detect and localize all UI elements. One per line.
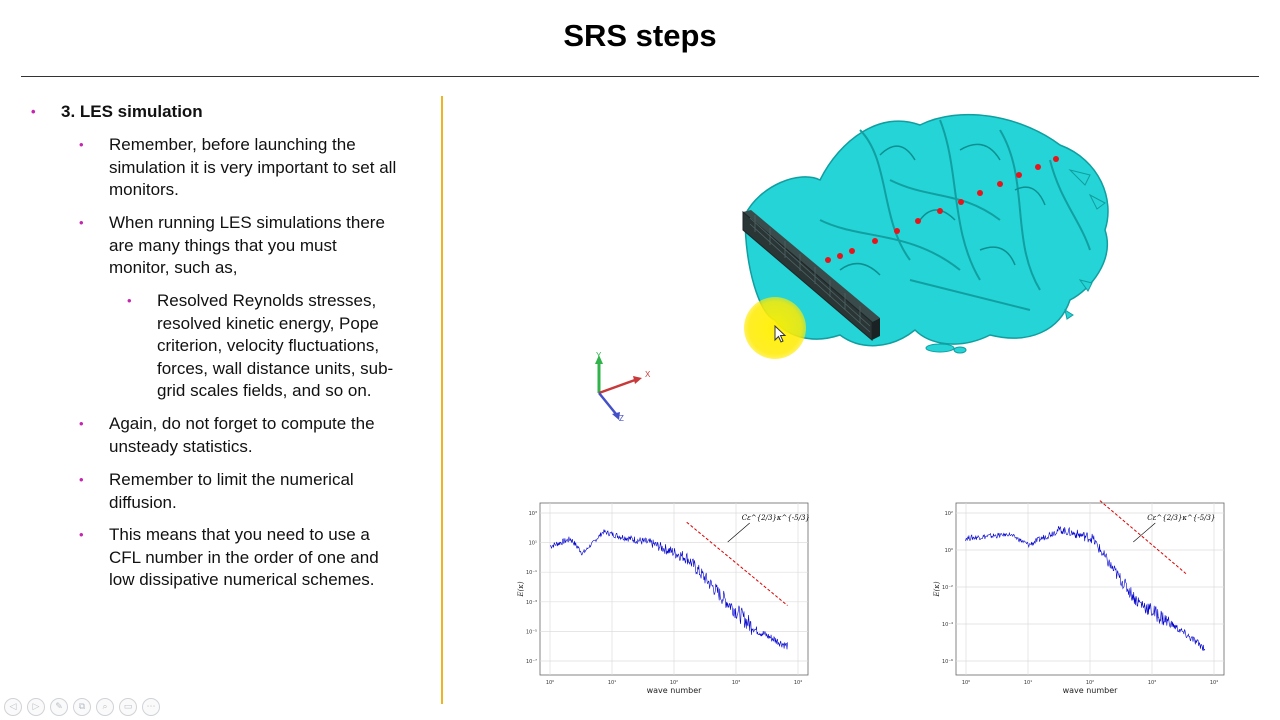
y-tick-label: 10¹ — [529, 541, 537, 547]
bullet-dot-icon: • — [127, 293, 132, 308]
bullet-line: Remember, before launching the — [109, 135, 356, 154]
slides-grid-icon[interactable]: ⧉ — [73, 698, 91, 716]
bullet-numerical-diffusion: • Remember to limit the numerical diffus… — [79, 469, 429, 514]
kolmogorov-slope-line — [1098, 500, 1187, 574]
bullet-dot-icon: • — [79, 215, 84, 230]
bullet-line: When running LES simulations there — [109, 213, 385, 232]
slope-annotation: Cε^{2/3}κ^{-5/3} — [1147, 514, 1215, 522]
bullet-text: 3. LES simulation — [61, 102, 203, 121]
axis-z-label: Z — [619, 414, 624, 423]
bullet-line: resolved kinetic energy, Pope — [157, 313, 379, 333]
column-divider — [441, 96, 443, 704]
bullet-line: monitors. — [109, 180, 179, 199]
bullet-les-simulation: • 3. LES simulation — [31, 101, 431, 124]
y-tick-label: 10³ — [529, 511, 537, 517]
bullet-line: diffusion. — [109, 492, 177, 512]
x-tick-label: 10⁰ — [962, 680, 970, 686]
annotation-arrow — [1133, 522, 1156, 543]
y-tick-label: 10⁰ — [945, 548, 953, 554]
bullet-line: Resolved Reynolds stresses, — [157, 291, 377, 310]
bullet-line: Remember to limit the numerical — [109, 470, 354, 489]
x-tick-label: 10² — [670, 680, 678, 686]
axis-x-label: X — [645, 370, 651, 379]
spectrum-series-line — [549, 529, 788, 650]
bullet-list: • 3. LES simulation • Remember, before l… — [0, 0, 440, 720]
mouse-cursor-icon — [774, 325, 787, 343]
bullet-line: simulation it is very important to set a… — [109, 157, 397, 177]
slideshow-controls: ◁ ▷ ✎ ⧉ ⌕ ▭ ⋯ — [4, 698, 160, 716]
bullet-dot-icon: • — [79, 137, 84, 152]
subtitles-icon[interactable]: ▭ — [119, 698, 137, 716]
pen-icon[interactable]: ✎ — [50, 698, 68, 716]
monitor-probes — [825, 156, 1059, 263]
bullet-line: are many things that you must — [109, 235, 337, 255]
x-tick-label: 10⁴ — [1210, 680, 1218, 686]
y-tick-label: 10⁻¹ — [526, 570, 537, 576]
y-tick-label: 10⁻⁶ — [942, 659, 953, 665]
previous-slide-icon[interactable]: ◁ — [4, 698, 22, 716]
bullet-resolved-stresses: • Resolved Reynolds stresses, resolved k… — [127, 290, 427, 403]
next-slide-icon[interactable]: ▷ — [27, 698, 45, 716]
kolmogorov-slope-line — [686, 521, 788, 606]
axis-y-label: Y — [596, 351, 602, 360]
bullet-unsteady-statistics: • Again, do not forget to compute the un… — [79, 413, 429, 458]
title-underline — [21, 76, 1259, 77]
x-tick-label: 10³ — [1148, 680, 1156, 686]
bullet-running-les: • When running LES simulations there are… — [79, 212, 429, 280]
spectrum-series-line — [965, 526, 1206, 651]
more-options-icon[interactable]: ⋯ — [142, 698, 160, 716]
square-cylinder — [742, 210, 880, 342]
bullet-line: monitor, such as, — [109, 258, 238, 277]
slope-annotation: Cε^{2/3}κ^{-5/3} — [742, 514, 810, 522]
x-tick-label: 10³ — [732, 680, 740, 686]
bullet-remember-monitors: • Remember, before launching the simulat… — [79, 134, 429, 202]
annotation-arrow — [727, 522, 750, 543]
y-tick-label: 10⁻⁵ — [526, 629, 537, 635]
bullet-line: grid scales fields, and so on. — [157, 381, 372, 400]
energy-spectrum-plot-2: 10⁰ 10¹ 10² 10³ 10⁴ 10² 10⁰ 10⁻² 10⁻⁴ 10⁻⁶ Cε^{2/3… — [930, 500, 1230, 696]
bullet-line: Again, do not forget to compute the — [109, 414, 375, 433]
x-tick-label: 10⁴ — [794, 680, 802, 686]
y-axis-label: E(κ) — [933, 581, 941, 597]
bullet-cfl-number: • This means that you need to use a CFL … — [79, 524, 429, 592]
energy-spectrum-plot-1: 10⁰ 10¹ 10² 10³ 10⁴ 10³ 10¹ 10⁻¹ 10⁻³ 10⁻⁵ 10⁻⁷ Cε^… — [514, 500, 814, 696]
x-tick-label: 10² — [1086, 680, 1094, 686]
bullet-line: criterion, velocity fluctuations, — [157, 336, 380, 355]
bullet-line: CFL number in the order of one and — [109, 547, 379, 567]
x-tick-label: 10¹ — [608, 680, 616, 686]
x-axis-label: wave number — [1063, 686, 1119, 695]
y-tick-label: 10⁻² — [942, 585, 953, 591]
axes-triad: Y X Z — [595, 351, 651, 423]
bullet-line: forces, wall distance units, sub- — [157, 358, 394, 378]
bullet-dot-icon: • — [31, 104, 36, 119]
x-axis-label: wave number — [647, 686, 703, 695]
bullet-line: low dissipative numerical schemes. — [109, 570, 375, 589]
y-axis-label: E(κ) — [517, 581, 525, 597]
zoom-icon[interactable]: ⌕ — [96, 698, 114, 716]
bullet-dot-icon: • — [79, 472, 84, 487]
bullet-dot-icon: • — [79, 416, 84, 431]
slide-title: SRS steps — [563, 18, 717, 53]
y-tick-label: 10⁻³ — [526, 600, 537, 606]
x-tick-label: 10¹ — [1024, 680, 1032, 686]
bullet-dot-icon: • — [79, 527, 84, 542]
x-tick-label: 10⁰ — [546, 680, 554, 686]
bullet-line: This means that you need to use a — [109, 525, 370, 544]
bullet-line: unsteady statistics. — [109, 436, 253, 456]
y-tick-label: 10² — [945, 511, 953, 517]
y-tick-label: 10⁻⁷ — [526, 659, 537, 665]
y-tick-label: 10⁻⁴ — [942, 622, 953, 628]
les-isosurface-image: Y X Z — [595, 113, 1109, 423]
